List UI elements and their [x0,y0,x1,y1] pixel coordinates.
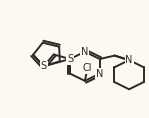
Text: N: N [125,55,133,65]
Text: S: S [67,54,73,64]
Text: S: S [41,61,47,71]
Text: Cl: Cl [83,63,92,73]
Text: N: N [96,69,103,79]
Text: N: N [81,47,89,57]
